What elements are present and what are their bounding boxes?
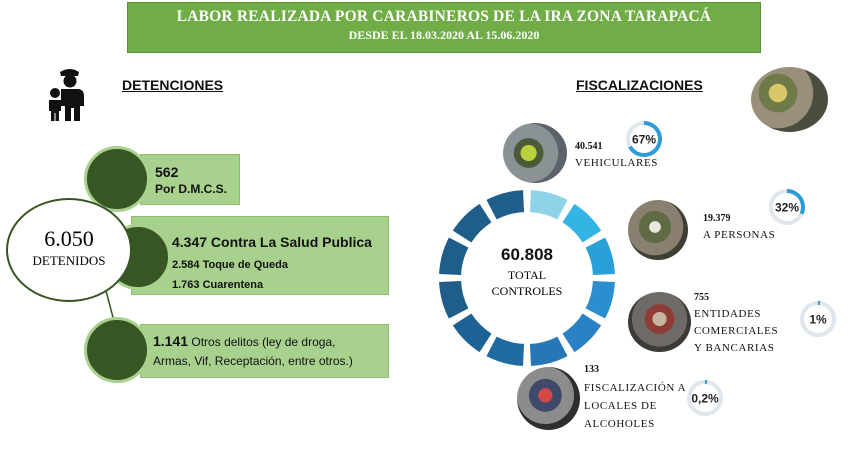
vehiculares-number: 40.541 bbox=[575, 141, 603, 152]
gauge-pct-label: 32% bbox=[775, 201, 799, 215]
gauge-pct-label: 67% bbox=[632, 133, 656, 147]
gauge-pct-label: 0,2% bbox=[691, 392, 719, 406]
detention-box-otros: 1.141 Otros delitos (ley de droga, Armas… bbox=[140, 324, 389, 378]
ring-segment bbox=[562, 313, 602, 353]
ring-segment bbox=[529, 336, 568, 366]
locales-line3: ALCOHOLES bbox=[584, 418, 655, 430]
toque-queda-line: 2.584 Toque de Queda bbox=[172, 259, 288, 271]
detention-box-salud: 4.347 Contra La Salud Publica 2.584 Toqu… bbox=[131, 216, 389, 295]
total-controles-center: 60.808 TOTAL CONTROLES bbox=[467, 245, 587, 299]
stat-vehiculares: 40.541 VEHICULARES bbox=[575, 138, 658, 172]
detention-box-dmcs: 562 Por D.M.C.S. bbox=[140, 154, 240, 205]
ring-segment bbox=[452, 313, 492, 353]
salud-headline: 4.347 Contra La Salud Publica bbox=[172, 234, 372, 250]
locales-pct-gauge: 0,2% bbox=[687, 380, 723, 416]
detenciones-heading: DETENCIONES bbox=[122, 77, 224, 93]
locales-line1: FISCALIZACIÓN A bbox=[584, 382, 687, 394]
alcohol-control-photo bbox=[517, 367, 580, 430]
ring-segment bbox=[562, 203, 602, 243]
personas-number: 19.379 bbox=[703, 213, 731, 224]
gauge-fill bbox=[628, 121, 662, 157]
banner-subtitle: DESDE EL 18.03.2020 AL 15.06.2020 bbox=[348, 28, 540, 42]
ring-segment bbox=[439, 237, 469, 276]
personas-label: A PERSONAS bbox=[703, 229, 776, 241]
personas-pct-gauge: 32% bbox=[769, 189, 805, 225]
entidades-pct-gauge: 1% bbox=[800, 301, 836, 337]
dmcs-label: Por D.M.C.S. bbox=[155, 182, 228, 196]
vehiculares-label: VEHICULARES bbox=[575, 157, 658, 169]
locales-number: 133 bbox=[584, 364, 599, 375]
business-control-photo bbox=[628, 292, 691, 352]
banner-title: LABOR REALIZADA POR CARABINEROS DE LA IR… bbox=[176, 8, 712, 25]
gauge-fill bbox=[786, 189, 805, 215]
police-family-icon bbox=[49, 69, 84, 121]
total-detenidos-label: DETENIDOS bbox=[32, 253, 106, 268]
stat-locales: 133 FISCALIZACIÓN A LOCALES DE ALCOHOLES bbox=[584, 361, 686, 433]
locales-line2: LOCALES DE bbox=[584, 400, 657, 412]
entidades-line2: COMERCIALES bbox=[694, 325, 779, 337]
title-banner: LABOR REALIZADA POR CARABINEROS DE LA IR… bbox=[127, 2, 761, 53]
fiscalizaciones-heading: FISCALIZACIONES bbox=[576, 77, 703, 93]
total-controles-ring bbox=[439, 190, 615, 366]
stat-personas: 19.379 A PERSONAS bbox=[703, 210, 775, 244]
ring-segment bbox=[486, 336, 525, 366]
police-photo-top bbox=[751, 67, 828, 132]
otros-text1: Otros delitos (ley de droga, bbox=[191, 335, 336, 349]
otros-number: 1.141 bbox=[153, 333, 189, 349]
dmcs-number: 562 bbox=[155, 164, 179, 180]
ring-segment bbox=[585, 280, 615, 319]
detention-dot-3 bbox=[84, 317, 150, 383]
total-controles-line1: TOTAL bbox=[507, 268, 547, 282]
entidades-line3: Y BANCARIAS bbox=[694, 342, 775, 354]
ring-segment bbox=[529, 190, 568, 220]
ring-segment bbox=[452, 203, 492, 243]
total-controles-line2: CONTROLES bbox=[491, 284, 563, 298]
gauge-pct-label: 1% bbox=[809, 313, 827, 327]
person-control-photo bbox=[628, 200, 688, 260]
otros-text2: Armas, Vif, Receptación, entre otros.) bbox=[153, 354, 353, 368]
cuarentena-line: 1.763 Cuarentena bbox=[172, 279, 264, 291]
entidades-line1: ENTIDADES bbox=[694, 308, 762, 320]
vehiculares-pct-gauge: 67% bbox=[626, 121, 662, 157]
total-controles-number: 60.808 bbox=[501, 245, 553, 264]
total-detenidos-circle: 6.050 DETENIDOS bbox=[6, 198, 132, 302]
ring-segment bbox=[439, 280, 469, 319]
ring-segment bbox=[486, 190, 525, 220]
entidades-number: 755 bbox=[694, 292, 709, 303]
total-detenidos-number: 6.050 bbox=[44, 226, 94, 251]
detention-dot-1 bbox=[84, 146, 150, 212]
ring-segment bbox=[585, 237, 615, 276]
otros-line1: 1.141 Otros delitos (ley de droga, bbox=[153, 333, 388, 349]
vehicle-control-photo bbox=[503, 123, 567, 183]
stat-entidades: 755 ENTIDADES COMERCIALES Y BANCARIAS bbox=[694, 289, 778, 357]
